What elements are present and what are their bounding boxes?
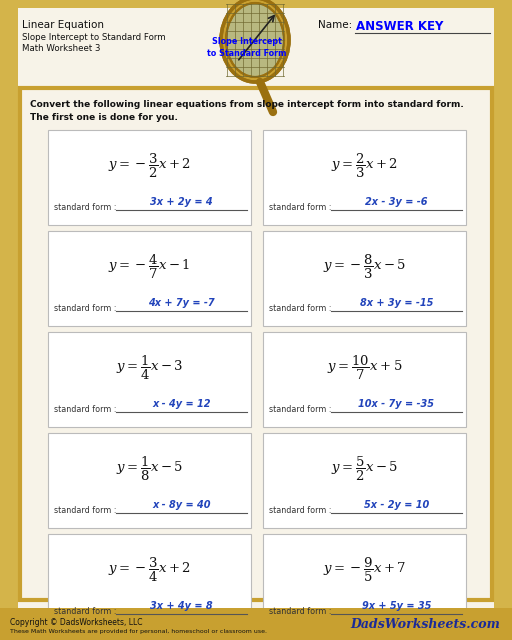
Text: standard form :: standard form :	[54, 607, 117, 616]
Ellipse shape	[226, 3, 284, 77]
Text: ANSWER KEY: ANSWER KEY	[356, 20, 443, 33]
Text: standard form :: standard form :	[54, 405, 117, 415]
Text: Linear Equation: Linear Equation	[22, 20, 104, 30]
Text: standard form :: standard form :	[54, 506, 117, 515]
Text: $y = \dfrac{1}{8}x - 5$: $y = \dfrac{1}{8}x - 5$	[116, 455, 183, 483]
Bar	[48, 433, 251, 528]
Text: 3x + 4y = 8: 3x + 4y = 8	[150, 601, 213, 611]
Ellipse shape	[221, 0, 289, 82]
Text: standard form :: standard form :	[54, 305, 117, 314]
Text: $y = -\dfrac{4}{7}x - 1$: $y = -\dfrac{4}{7}x - 1$	[109, 253, 190, 281]
Bar	[263, 231, 466, 326]
Bar	[48, 534, 251, 629]
Text: x - 8y = 40: x - 8y = 40	[152, 500, 211, 510]
Bar	[20, 88, 492, 600]
Bar	[0, 608, 512, 640]
Text: 3x + 2y = 4: 3x + 2y = 4	[150, 197, 213, 207]
Text: standard form :: standard form :	[54, 204, 117, 212]
Text: 4x + 7y = -7: 4x + 7y = -7	[148, 298, 215, 308]
Text: Name:: Name:	[318, 20, 352, 30]
Text: Convert the following linear equations from slope intercept form into standard f: Convert the following linear equations f…	[30, 100, 464, 109]
Bar	[48, 231, 251, 326]
Bar	[263, 332, 466, 427]
Bar	[263, 433, 466, 528]
Bar	[48, 130, 251, 225]
Text: standard form :: standard form :	[269, 305, 331, 314]
Text: The first one is done for you.: The first one is done for you.	[30, 113, 178, 122]
Text: Slope Intercept: Slope Intercept	[212, 38, 282, 47]
Text: These Math Worksheets are provided for personal, homeschool or classroom use.: These Math Worksheets are provided for p…	[10, 629, 267, 634]
Text: $y = -\dfrac{9}{5}x + 7$: $y = -\dfrac{9}{5}x + 7$	[323, 556, 406, 584]
Text: $y = -\dfrac{3}{4}x + 2$: $y = -\dfrac{3}{4}x + 2$	[108, 556, 191, 584]
Text: Copyright © DadsWorksheets, LLC: Copyright © DadsWorksheets, LLC	[10, 618, 142, 627]
Text: 2x - 3y = -6: 2x - 3y = -6	[365, 197, 428, 207]
Text: x - 4y = 12: x - 4y = 12	[152, 399, 211, 409]
Text: $y = \dfrac{5}{2}x - 5$: $y = \dfrac{5}{2}x - 5$	[331, 455, 398, 483]
Text: $y = -\dfrac{8}{3}x - 5$: $y = -\dfrac{8}{3}x - 5$	[323, 253, 406, 281]
Text: standard form :: standard form :	[269, 506, 331, 515]
Text: standard form :: standard form :	[269, 204, 331, 212]
Text: $y = \dfrac{1}{4}x - 3$: $y = \dfrac{1}{4}x - 3$	[116, 354, 183, 382]
Bar	[263, 534, 466, 629]
Text: 8x + 3y = -15: 8x + 3y = -15	[360, 298, 433, 308]
Text: Math Worksheet 3: Math Worksheet 3	[22, 44, 100, 53]
Text: 5x - 2y = 10: 5x - 2y = 10	[364, 500, 429, 510]
Text: standard form :: standard form :	[269, 607, 331, 616]
Bar	[263, 130, 466, 225]
Text: to Standard Form: to Standard Form	[207, 49, 287, 58]
Text: Slope Intercept to Standard Form: Slope Intercept to Standard Form	[22, 33, 165, 42]
Text: 10x - 7y = -35: 10x - 7y = -35	[358, 399, 435, 409]
Text: DadsWorksheets.com: DadsWorksheets.com	[350, 618, 500, 630]
Text: $y = -\dfrac{3}{2}x + 2$: $y = -\dfrac{3}{2}x + 2$	[108, 152, 191, 180]
Text: $y = \dfrac{10}{7}x + 5$: $y = \dfrac{10}{7}x + 5$	[327, 354, 402, 382]
Bar	[48, 332, 251, 427]
Text: 9x + 5y = 35: 9x + 5y = 35	[362, 601, 431, 611]
Text: standard form :: standard form :	[269, 405, 331, 415]
Text: $y = \dfrac{2}{3}x + 2$: $y = \dfrac{2}{3}x + 2$	[331, 152, 398, 180]
